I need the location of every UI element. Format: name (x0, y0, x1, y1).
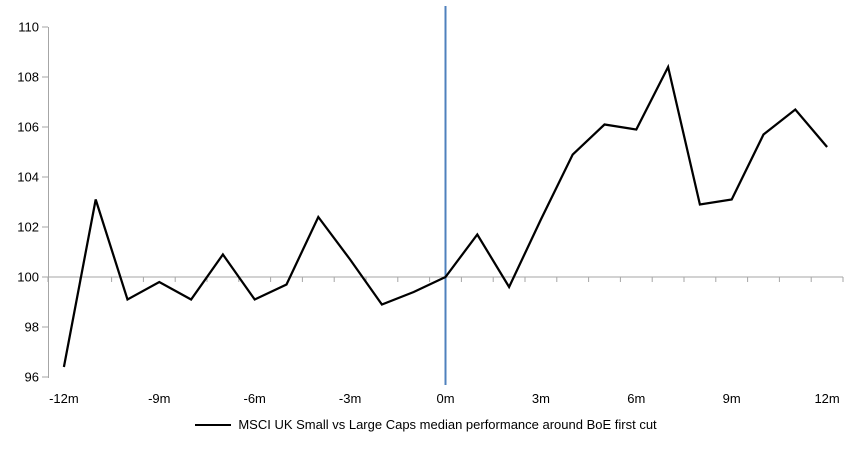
y-tick-label: 96 (25, 370, 39, 385)
legend-line-sample (195, 423, 232, 426)
y-tick-label: 110 (18, 20, 39, 35)
y-tick-label: 106 (17, 120, 39, 135)
y-tick-label: 100 (17, 270, 39, 285)
y-tick-label: 102 (17, 220, 39, 235)
x-tick-label: 6m (627, 391, 645, 406)
x-tick-label: 12m (814, 391, 839, 406)
legend-label: MSCI UK Small vs Large Caps median perfo… (238, 417, 657, 432)
x-tick-label: 9m (723, 391, 741, 406)
x-tick-label: -9m (148, 391, 170, 406)
x-tick-label: -12m (49, 391, 79, 406)
y-tick-label: 108 (17, 70, 39, 85)
x-tick-label: 3m (532, 391, 550, 406)
x-tick-label: -3m (339, 391, 361, 406)
legend: MSCI UK Small vs Large Caps median perfo… (0, 417, 852, 432)
x-tick-label: -6m (244, 391, 266, 406)
y-tick-label: 98 (25, 320, 39, 335)
series-line-msci (62, 63, 828, 368)
x-tick-label: 0m (436, 391, 454, 406)
y-tick-label: 104 (17, 170, 39, 185)
